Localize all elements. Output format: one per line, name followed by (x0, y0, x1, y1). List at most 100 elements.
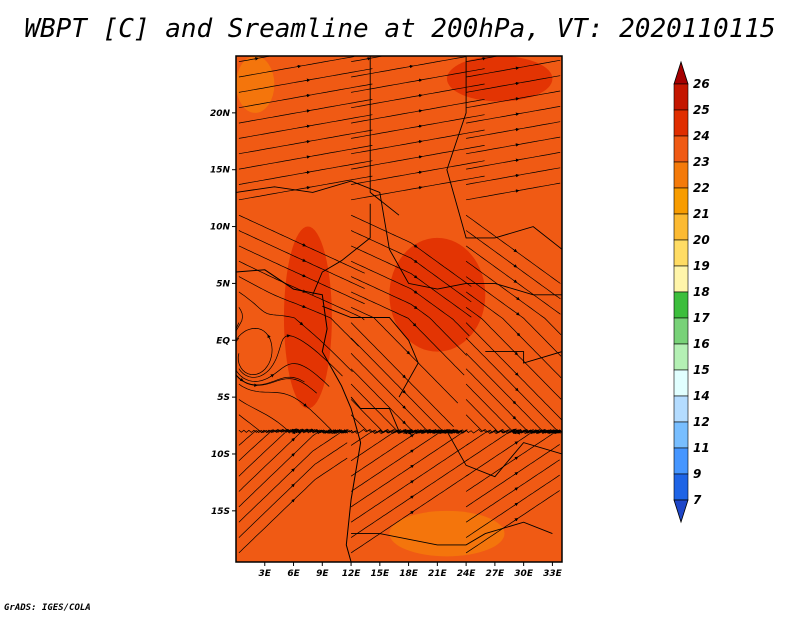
streamline-92 (466, 75, 561, 93)
streamline-arrow (296, 64, 302, 69)
lon-tick-label: 33E (543, 569, 563, 579)
lat-tick-label: 15S (211, 507, 230, 517)
streamline-arrow (301, 304, 307, 309)
streamline-74 (466, 167, 561, 185)
streamline-53 (465, 291, 562, 378)
colorbar-label: 25 (693, 103, 710, 117)
colorbar-cell (673, 187, 689, 215)
streamline-59 (465, 260, 562, 335)
streamline-arrow (402, 420, 406, 425)
colorbar-label: 18 (693, 285, 710, 299)
border-0 (236, 180, 562, 296)
streamline-5 (465, 474, 560, 538)
plot-frame (235, 55, 563, 563)
temp-region-0 (446, 56, 553, 102)
colorbar: 26 25 24 23 22 21 20 19 18 17 16 15 14 12 11 9 7 (673, 60, 710, 524)
colorbar-label: 12 (693, 415, 710, 429)
streamline-80 (466, 136, 561, 155)
streamline-arrow (512, 264, 518, 268)
streamline-arrow (514, 456, 519, 461)
streamline-arrow (514, 518, 519, 522)
streamline-arrow (514, 472, 519, 476)
colorbar-label: 22 (693, 181, 710, 195)
streamline-arrow (302, 403, 308, 407)
colorbar-cell (673, 239, 689, 267)
streamline-arrow (514, 173, 520, 178)
streamline-71 (466, 182, 561, 201)
colorbar-cell (673, 213, 689, 241)
streamline-86 (466, 106, 561, 124)
colorbar-label: 11 (693, 441, 710, 455)
streamline-arrow (514, 66, 520, 70)
lat-tick-label: 10S (211, 450, 230, 460)
colorbar-label: 20 (693, 233, 710, 247)
chart-title: WBPT [C] and Sreamline at 200hPa, VT: 20… (24, 14, 776, 44)
streamline-arrow (514, 387, 519, 392)
colorbar-label: 19 (693, 259, 710, 273)
lon-tick-label: 12E (342, 569, 362, 579)
streamline-arrow (514, 372, 519, 376)
streamline-47 (465, 322, 562, 420)
streamline-arrow (515, 312, 520, 316)
streamline-arrow (239, 377, 244, 382)
streamline-arrow (417, 139, 423, 144)
streamline-arrow (514, 441, 519, 445)
colorbar-cell (673, 135, 689, 163)
streamline-arrow (269, 374, 275, 378)
streamline-arrow (514, 112, 520, 116)
colorbar-cell (673, 161, 689, 189)
border-4 (350, 396, 562, 478)
streamlines (236, 56, 562, 554)
streamline-arrow (512, 400, 517, 405)
streamline-arrow (291, 483, 295, 488)
streamline-arrow (402, 374, 406, 379)
streamline-arrow (291, 468, 295, 472)
streamline-77 (466, 152, 561, 170)
streamline-arrow (515, 296, 520, 301)
colorbar-label: 26 (693, 77, 710, 91)
lon-tick-label: 30E (514, 569, 534, 579)
lat-tick-label: 5S (217, 393, 230, 403)
streamline-arrow (285, 334, 291, 338)
streamline-arrow (305, 124, 311, 129)
lat-tick-label: 5N (216, 279, 230, 289)
streamline-arrow (417, 124, 423, 129)
streamline-arrow (402, 405, 406, 410)
colorbar-label: 17 (693, 311, 710, 325)
streamline-11 (465, 444, 560, 508)
streamline-arrow (417, 93, 423, 98)
colorbar-cell (673, 473, 689, 501)
streamline-arrow (413, 244, 418, 248)
lat-tick-label: 15N (210, 166, 231, 176)
colorbar-cell (673, 317, 689, 345)
colorbar-label: 14 (693, 389, 710, 403)
streamline-arrow (305, 155, 311, 159)
streamline-arrow (267, 334, 271, 340)
lon-tick-label: 21E (428, 569, 448, 579)
streamline-arrow (512, 279, 518, 283)
lon-tick-label: 18E (399, 569, 419, 579)
colorbar-label: 16 (693, 337, 710, 351)
lon-tick-label: 27E (486, 569, 506, 579)
border-3 (322, 305, 419, 398)
streamline-8 (465, 459, 560, 523)
streamline-35 (465, 383, 561, 434)
streamline-arrow (409, 434, 415, 438)
streamline-arrow (296, 429, 301, 434)
streamline-arrow (417, 186, 423, 190)
streamline-arrow (408, 64, 414, 69)
streamline-arrow (406, 350, 411, 355)
streamline-89 (466, 90, 561, 109)
streamline-arrow (514, 81, 520, 86)
streamline-arrow (305, 170, 311, 175)
border-5 (351, 521, 553, 546)
lon-tick-label: 3E (259, 569, 272, 579)
border-1 (369, 56, 400, 216)
colorbar-cell (673, 291, 689, 319)
temp-region-2 (236, 56, 275, 113)
streamline-arrow (409, 480, 415, 484)
streamline-arrow (512, 248, 518, 253)
streamline-arrow (291, 498, 295, 503)
temp-region-4 (283, 226, 332, 409)
